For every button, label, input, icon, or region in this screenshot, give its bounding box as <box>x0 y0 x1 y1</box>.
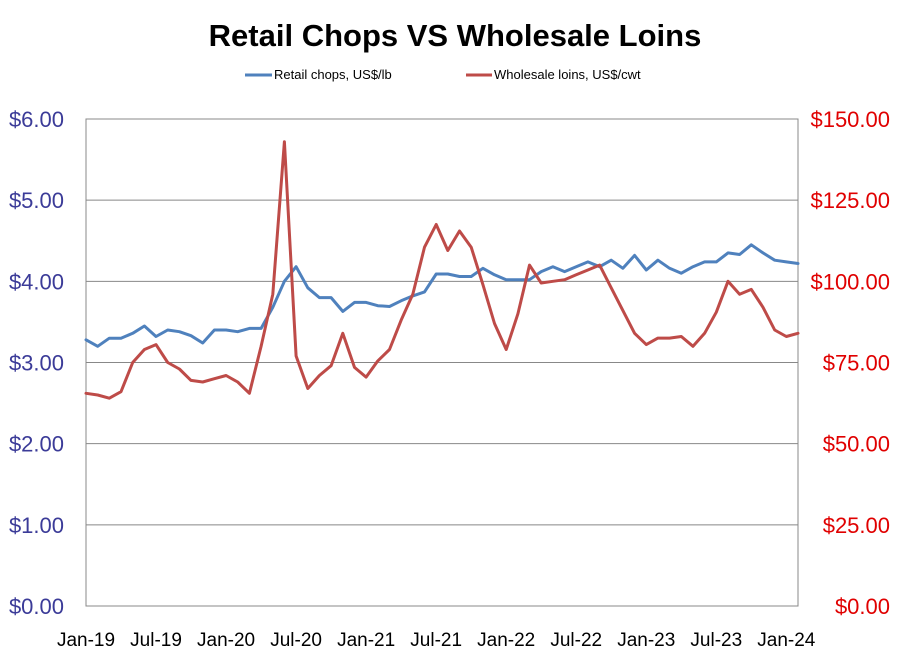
legend: Retail chops, US$/lb Wholesale loins, US… <box>245 67 641 82</box>
right-tick-label: $0.00 <box>835 594 890 619</box>
left-tick-label: $2.00 <box>9 432 64 457</box>
right-axis: $0.00 $25.00 $50.00 $75.00 $100.00 $125.00 $15… <box>810 107 890 619</box>
x-tick-label: Jan-24 <box>757 630 816 651</box>
x-tick-label: Jul-19 <box>130 630 182 651</box>
series-line-retail-chops <box>84 243 800 348</box>
left-tick-label: $0.00 <box>9 594 64 619</box>
x-tick-label: Jul-23 <box>690 630 742 651</box>
series-line-wholesale-loins <box>84 140 800 400</box>
right-tick-label: $100.00 <box>810 269 890 294</box>
right-tick-label: $50.00 <box>823 432 890 457</box>
x-tick-label: Jan-19 <box>57 630 115 651</box>
right-tick-label: $75.00 <box>823 351 890 376</box>
x-tick-label: Jan-21 <box>337 630 395 651</box>
x-tick-label: Jan-23 <box>617 630 675 651</box>
left-tick-label: $4.00 <box>9 269 64 294</box>
x-tick-label: Jan-22 <box>477 630 535 651</box>
gridlines <box>86 199 798 526</box>
chart-title: Retail Chops VS Wholesale Loins <box>209 18 702 53</box>
left-axis: $0.00 $1.00 $2.00 $3.00 $4.00 $5.00 $6.00 <box>9 107 64 619</box>
left-tick-label: $1.00 <box>9 513 64 538</box>
series-layer <box>84 140 800 400</box>
x-tick-label: Jul-22 <box>550 630 602 651</box>
legend-label-wholesale: Wholesale loins, US$/cwt <box>494 67 641 82</box>
legend-label-retail: Retail chops, US$/lb <box>274 67 392 82</box>
right-tick-label: $25.00 <box>823 513 890 538</box>
x-tick-label: Jul-21 <box>410 630 462 651</box>
left-tick-label: $6.00 <box>9 107 64 132</box>
left-tick-label: $3.00 <box>9 351 64 376</box>
right-tick-label: $150.00 <box>810 107 890 132</box>
x-axis: Jan-19 Jul-19 Jan-20 Jul-20 Jan-21 Jul-21 Jan-… <box>57 630 816 651</box>
plot-area-border <box>85 118 799 607</box>
x-tick-label: Jul-20 <box>270 630 322 651</box>
left-tick-label: $5.00 <box>9 188 64 213</box>
right-tick-label: $125.00 <box>810 188 890 213</box>
x-tick-label: Jan-20 <box>197 630 255 651</box>
